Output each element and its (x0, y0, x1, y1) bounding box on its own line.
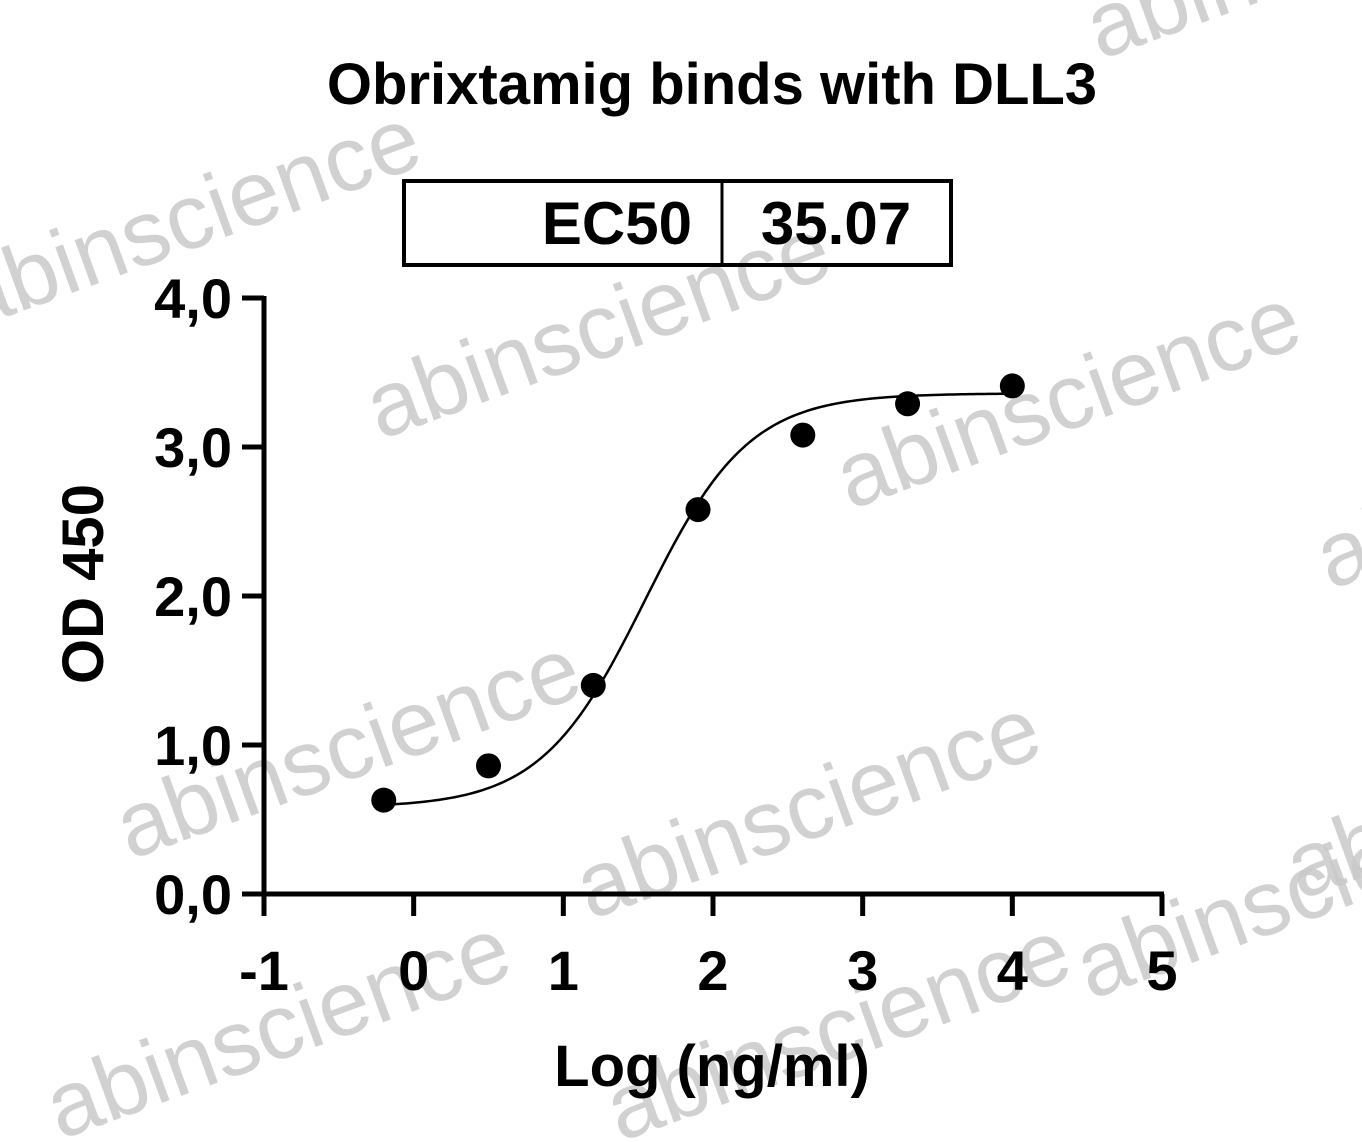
watermark-text: abinscience (562, 677, 1053, 939)
watermark-text: abinscience (1072, 0, 1362, 79)
x-tick-label: -1 (239, 939, 289, 1002)
ec50-label: EC50 (542, 190, 692, 257)
watermark-text: abinscience (32, 897, 523, 1142)
x-tick-label: 1 (548, 939, 579, 1002)
x-tick-label: 2 (697, 939, 728, 1002)
watermark-text: abinscience (592, 0, 1083, 9)
y-axis-ticks: 0,0 1,0 2,0 3,0 4,0 (154, 267, 264, 926)
watermark-text: abinscience (592, 899, 1083, 1142)
data-point (371, 787, 397, 813)
x-tick-label: 5 (1146, 939, 1177, 1002)
data-point (580, 672, 606, 698)
data-point (476, 753, 501, 779)
y-tick-label: 0,0 (154, 863, 232, 926)
data-point (790, 422, 816, 448)
chart-title: Obrixtamig binds with DLL3 (327, 52, 1097, 117)
x-axis-ticks: -1 0 1 2 3 4 5 (239, 894, 1178, 1002)
x-tick-label: 3 (847, 939, 878, 1002)
ec50-value: 35.07 (761, 190, 911, 257)
data-point (685, 497, 711, 523)
watermark-text: abinscience (1302, 347, 1362, 609)
y-axis-label: OD 450 (51, 484, 116, 684)
x-tick-label: 0 (398, 939, 429, 1002)
data-points (371, 373, 1025, 813)
y-tick-label: 1,0 (154, 714, 232, 777)
ec50-table: EC50 35.07 (402, 179, 953, 267)
data-point (999, 373, 1025, 399)
x-tick-label: 4 (997, 939, 1028, 1002)
data-point (895, 391, 921, 417)
y-tick-label: 2,0 (154, 565, 232, 628)
x-axis-label: Log (ng/ml) (554, 1034, 870, 1099)
y-tick-label: 4,0 (154, 267, 232, 330)
y-tick-label: 3,0 (154, 416, 232, 479)
ec50-table-border (402, 179, 953, 267)
